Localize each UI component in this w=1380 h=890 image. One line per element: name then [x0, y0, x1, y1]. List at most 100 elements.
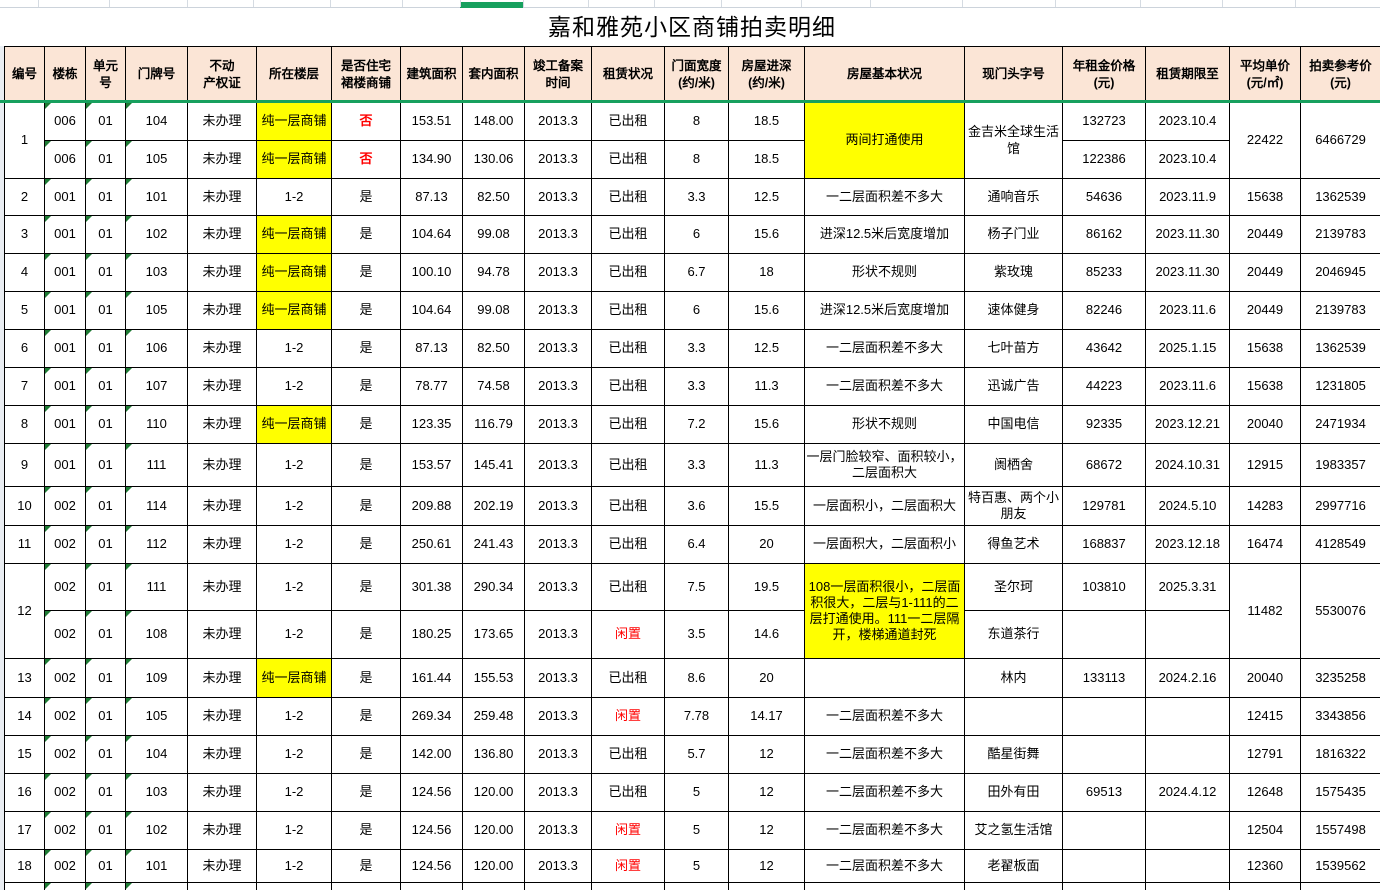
cell[interactable]: 一层门脸较窄、面积较小，二层面积大: [804, 443, 965, 487]
cell[interactable]: 100.10: [400, 253, 463, 292]
cell[interactable]: 290.34: [462, 563, 525, 611]
cell[interactable]: 01: [85, 102, 126, 141]
cell[interactable]: 未办理: [187, 735, 257, 774]
cell[interactable]: 进深12.5米后宽度增加: [804, 215, 965, 254]
cell[interactable]: 2046945: [1300, 253, 1380, 292]
cell[interactable]: 2013.3: [524, 811, 592, 850]
cell[interactable]: 纯一层商铺: [256, 291, 332, 330]
cell[interactable]: 2013.3: [524, 253, 592, 292]
cell[interactable]: 纯一层商铺: [256, 102, 332, 141]
cell[interactable]: 5: [664, 849, 729, 883]
cell[interactable]: 14.6: [728, 610, 805, 659]
cell[interactable]: 002: [44, 773, 86, 812]
column-header[interactable]: 单元号: [85, 46, 126, 103]
cell[interactable]: 闲置: [591, 849, 665, 883]
cell[interactable]: 250.61: [400, 525, 463, 564]
cell[interactable]: 1557498: [1300, 811, 1380, 850]
cell[interactable]: [804, 882, 965, 890]
cell[interactable]: 2023.11.30: [1145, 215, 1230, 254]
cell[interactable]: 未办理: [187, 329, 257, 368]
cell[interactable]: 001: [44, 178, 86, 216]
column-header[interactable]: 租赁状况: [591, 46, 665, 103]
cell[interactable]: [964, 882, 1063, 890]
cell[interactable]: 已出租: [591, 405, 665, 444]
cell[interactable]: 形状不规则: [804, 253, 965, 292]
cell[interactable]: 18: [728, 253, 805, 292]
cell[interactable]: 否: [331, 102, 401, 141]
cell[interactable]: 111: [125, 443, 188, 487]
cell[interactable]: 01: [85, 178, 126, 216]
cell[interactable]: 未办理: [187, 178, 257, 216]
cell[interactable]: 12: [728, 849, 805, 883]
cell[interactable]: 106: [125, 329, 188, 368]
cell[interactable]: 002: [44, 658, 86, 698]
cell[interactable]: 2139783: [1300, 291, 1380, 330]
cell[interactable]: 1-2: [256, 610, 332, 659]
cell[interactable]: 01: [85, 367, 126, 406]
cell[interactable]: 2013.3: [524, 735, 592, 774]
cell[interactable]: 1362539: [1300, 329, 1380, 368]
cell[interactable]: 3.6: [664, 486, 729, 526]
cell[interactable]: 15.6: [728, 291, 805, 330]
cell[interactable]: 269.34: [400, 697, 463, 736]
cell[interactable]: 一二层面积差不多大: [804, 697, 965, 736]
cell[interactable]: 78.77: [400, 367, 463, 406]
cell[interactable]: 2023.10.4: [1145, 102, 1230, 141]
cell[interactable]: 2013.3: [524, 610, 592, 659]
cell[interactable]: 6: [4, 329, 45, 368]
cell[interactable]: [1145, 882, 1230, 890]
cell[interactable]: 101: [125, 178, 188, 216]
cell[interactable]: 15638: [1229, 178, 1301, 216]
cell[interactable]: 2013.3: [524, 178, 592, 216]
cell[interactable]: [1062, 610, 1146, 659]
column-header[interactable]: 竣工备案 时间: [524, 46, 592, 103]
column-header[interactable]: 房屋基本状况: [804, 46, 965, 103]
cell[interactable]: 2013.3: [524, 405, 592, 444]
cell[interactable]: 未办理: [187, 658, 257, 698]
cell[interactable]: 15.6: [728, 215, 805, 254]
cell[interactable]: 是: [331, 486, 401, 526]
cell[interactable]: 5.7: [664, 735, 729, 774]
cell[interactable]: 否: [331, 140, 401, 179]
cell[interactable]: 是: [331, 658, 401, 698]
cell[interactable]: 18: [4, 849, 45, 883]
cell[interactable]: 东道茶行: [964, 610, 1063, 659]
cell[interactable]: 15638: [1229, 367, 1301, 406]
cell[interactable]: 6.4: [664, 525, 729, 564]
cell[interactable]: 未办理: [187, 253, 257, 292]
cell[interactable]: 得鱼艺术: [964, 525, 1063, 564]
cell[interactable]: 20449: [1229, 253, 1301, 292]
cell[interactable]: 002: [44, 563, 86, 611]
column-header[interactable]: 建筑面积: [400, 46, 463, 103]
cell[interactable]: 已出租: [591, 329, 665, 368]
cell[interactable]: 006: [44, 140, 86, 179]
cell[interactable]: 3235258: [1300, 658, 1380, 698]
cell[interactable]: 2024.2.16: [1145, 658, 1230, 698]
cell[interactable]: 12: [728, 735, 805, 774]
cell[interactable]: 10: [4, 486, 45, 526]
cell[interactable]: 124.56: [400, 849, 463, 883]
cell[interactable]: 102: [125, 215, 188, 254]
cell[interactable]: 7: [4, 367, 45, 406]
column-header[interactable]: 现门头字号: [964, 46, 1063, 103]
column-header[interactable]: 套内面积: [462, 46, 525, 103]
cell[interactable]: 109: [125, 658, 188, 698]
cell[interactable]: 1816322: [1300, 735, 1380, 774]
cell[interactable]: 2025.3.31: [1145, 563, 1230, 611]
cell[interactable]: 3.3: [664, 178, 729, 216]
cell[interactable]: 未办理: [187, 697, 257, 736]
cell[interactable]: 是: [331, 525, 401, 564]
cell[interactable]: 69513: [1062, 773, 1146, 812]
cell[interactable]: 2013.3: [524, 291, 592, 330]
cell[interactable]: 1539562: [1300, 849, 1380, 883]
cell[interactable]: 未办理: [187, 443, 257, 487]
cell[interactable]: 迅诚广告: [964, 367, 1063, 406]
cell[interactable]: 闲置: [591, 610, 665, 659]
cell[interactable]: 001: [44, 291, 86, 330]
cell[interactable]: 8: [664, 102, 729, 141]
cell[interactable]: 2997716: [1300, 486, 1380, 526]
column-header[interactable]: 不动 产权证: [187, 46, 257, 103]
cell[interactable]: 2023.12.21: [1145, 405, 1230, 444]
cell[interactable]: 3343856: [1300, 697, 1380, 736]
column-header[interactable]: 门牌号: [125, 46, 188, 103]
